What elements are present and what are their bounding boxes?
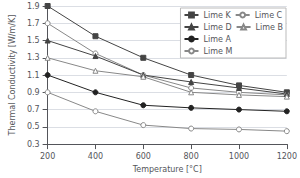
svg-text:200: 200: [40, 152, 55, 161]
svg-text:1.1: 1.1: [27, 71, 40, 80]
svg-text:1.5: 1.5: [27, 36, 40, 45]
svg-text:0.5: 0.5: [27, 122, 40, 131]
svg-text:800: 800: [184, 152, 199, 161]
svg-text:Lime B: Lime B: [256, 23, 283, 32]
svg-text:0.9: 0.9: [27, 88, 40, 97]
svg-text:0.7: 0.7: [27, 105, 40, 114]
svg-text:Temperature [°C]: Temperature [°C]: [132, 165, 202, 174]
svg-text:Thermal Conductivity [W/m/K]: Thermal Conductivity [W/m/K]: [8, 15, 17, 137]
svg-text:0.3: 0.3: [27, 140, 40, 149]
svg-text:400: 400: [88, 152, 103, 161]
svg-text:Lime M: Lime M: [203, 47, 232, 56]
svg-text:1.9: 1.9: [27, 2, 40, 11]
svg-text:Lime A: Lime A: [203, 35, 231, 44]
svg-text:1000: 1000: [229, 152, 249, 161]
svg-text:600: 600: [136, 152, 151, 161]
svg-text:Lime D: Lime D: [203, 23, 231, 32]
svg-text:1.3: 1.3: [27, 53, 40, 62]
svg-text:1.7: 1.7: [27, 19, 40, 28]
svg-text:1200: 1200: [277, 152, 297, 161]
svg-text:Lime C: Lime C: [255, 11, 283, 20]
svg-text:Lime K: Lime K: [203, 11, 231, 20]
